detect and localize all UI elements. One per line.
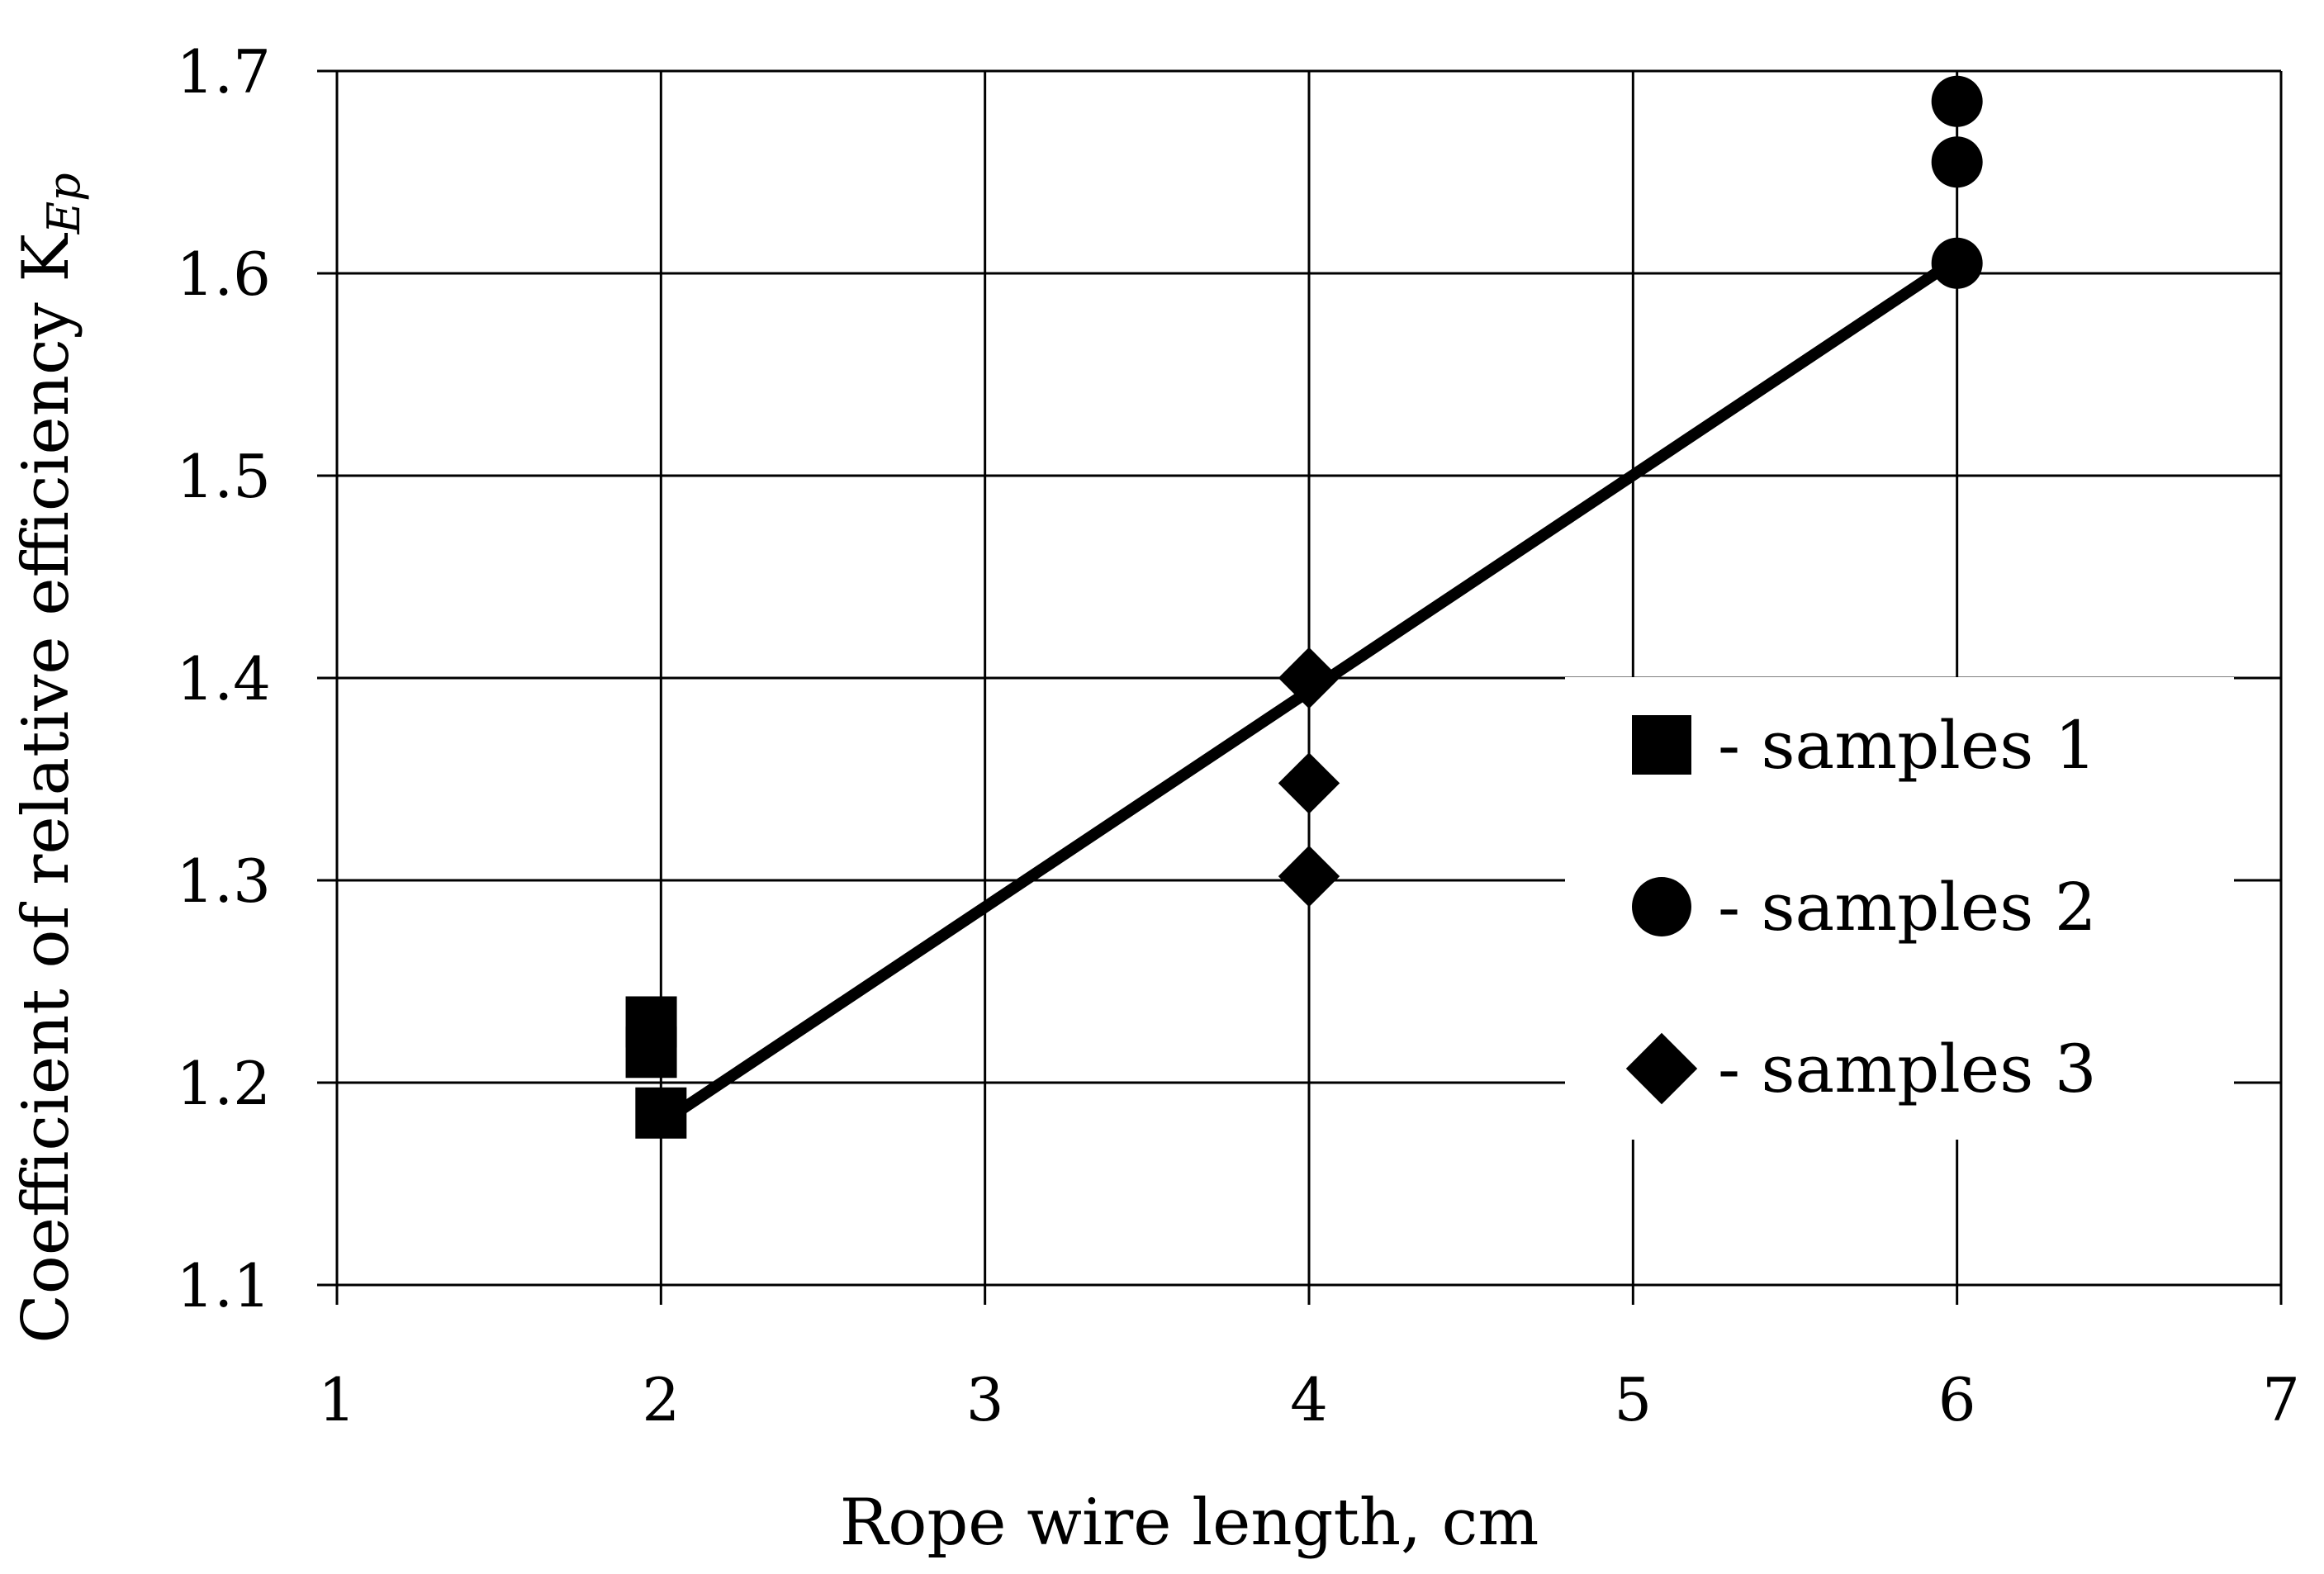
legend-marker-3	[1625, 1032, 1698, 1105]
series-1-point-2	[635, 1087, 687, 1139]
y-tick-label-2: 1.3	[176, 846, 271, 916]
series-2-point-1	[1931, 136, 1983, 188]
y-tick-label-3: 1.4	[176, 644, 271, 714]
tick-labels: 1 2 3 4 5 6 7 1.1 1.2 1.3 1.4 1.5 1.6 1.7	[176, 37, 2299, 1434]
y-tick-label-4: 1.5	[176, 442, 271, 511]
legend-label-2: - samples 2	[1718, 869, 2097, 946]
x-tick-label-3: 4	[1290, 1365, 1328, 1434]
x-tick-label-0: 1	[318, 1365, 356, 1434]
series-3-point-1	[1278, 752, 1340, 814]
x-axis-title: Rope wire length, cm	[840, 1486, 1539, 1560]
series-3-point-0	[1278, 647, 1340, 709]
legend-label-3: - samples 3	[1718, 1031, 2097, 1107]
x-tick-label-2: 3	[966, 1365, 1004, 1434]
data-points	[625, 75, 1983, 1139]
y-axis-title-subscript: Ep	[38, 173, 90, 235]
legend: - samples 1 - samples 2 - samples 3	[1565, 677, 2234, 1140]
legend-label-1: - samples 1	[1718, 707, 2097, 784]
legend-marker-1	[1632, 715, 1691, 775]
y-tick-label-0: 1.1	[176, 1251, 271, 1320]
series-2-point-0	[1931, 75, 1983, 127]
y-tick-label-5: 1.6	[176, 239, 271, 309]
series-1-point-1	[625, 1026, 677, 1079]
series-2-point-2	[1931, 237, 1983, 289]
x-tick-label-6: 7	[2262, 1365, 2300, 1434]
y-tick-label-6: 1.7	[176, 37, 271, 107]
x-tick-label-5: 6	[1938, 1365, 1976, 1434]
y-axis-title-main: Coefficient of relative efficiency K	[9, 233, 83, 1344]
x-tick-label-1: 2	[642, 1365, 680, 1434]
legend-marker-2	[1632, 877, 1691, 936]
y-axis-title: Coefficient of relative efficiency KEp	[9, 173, 90, 1344]
x-tick-label-4: 5	[1614, 1365, 1652, 1434]
series-3-point-2	[1278, 845, 1340, 908]
y-tick-label-1: 1.2	[176, 1049, 271, 1118]
